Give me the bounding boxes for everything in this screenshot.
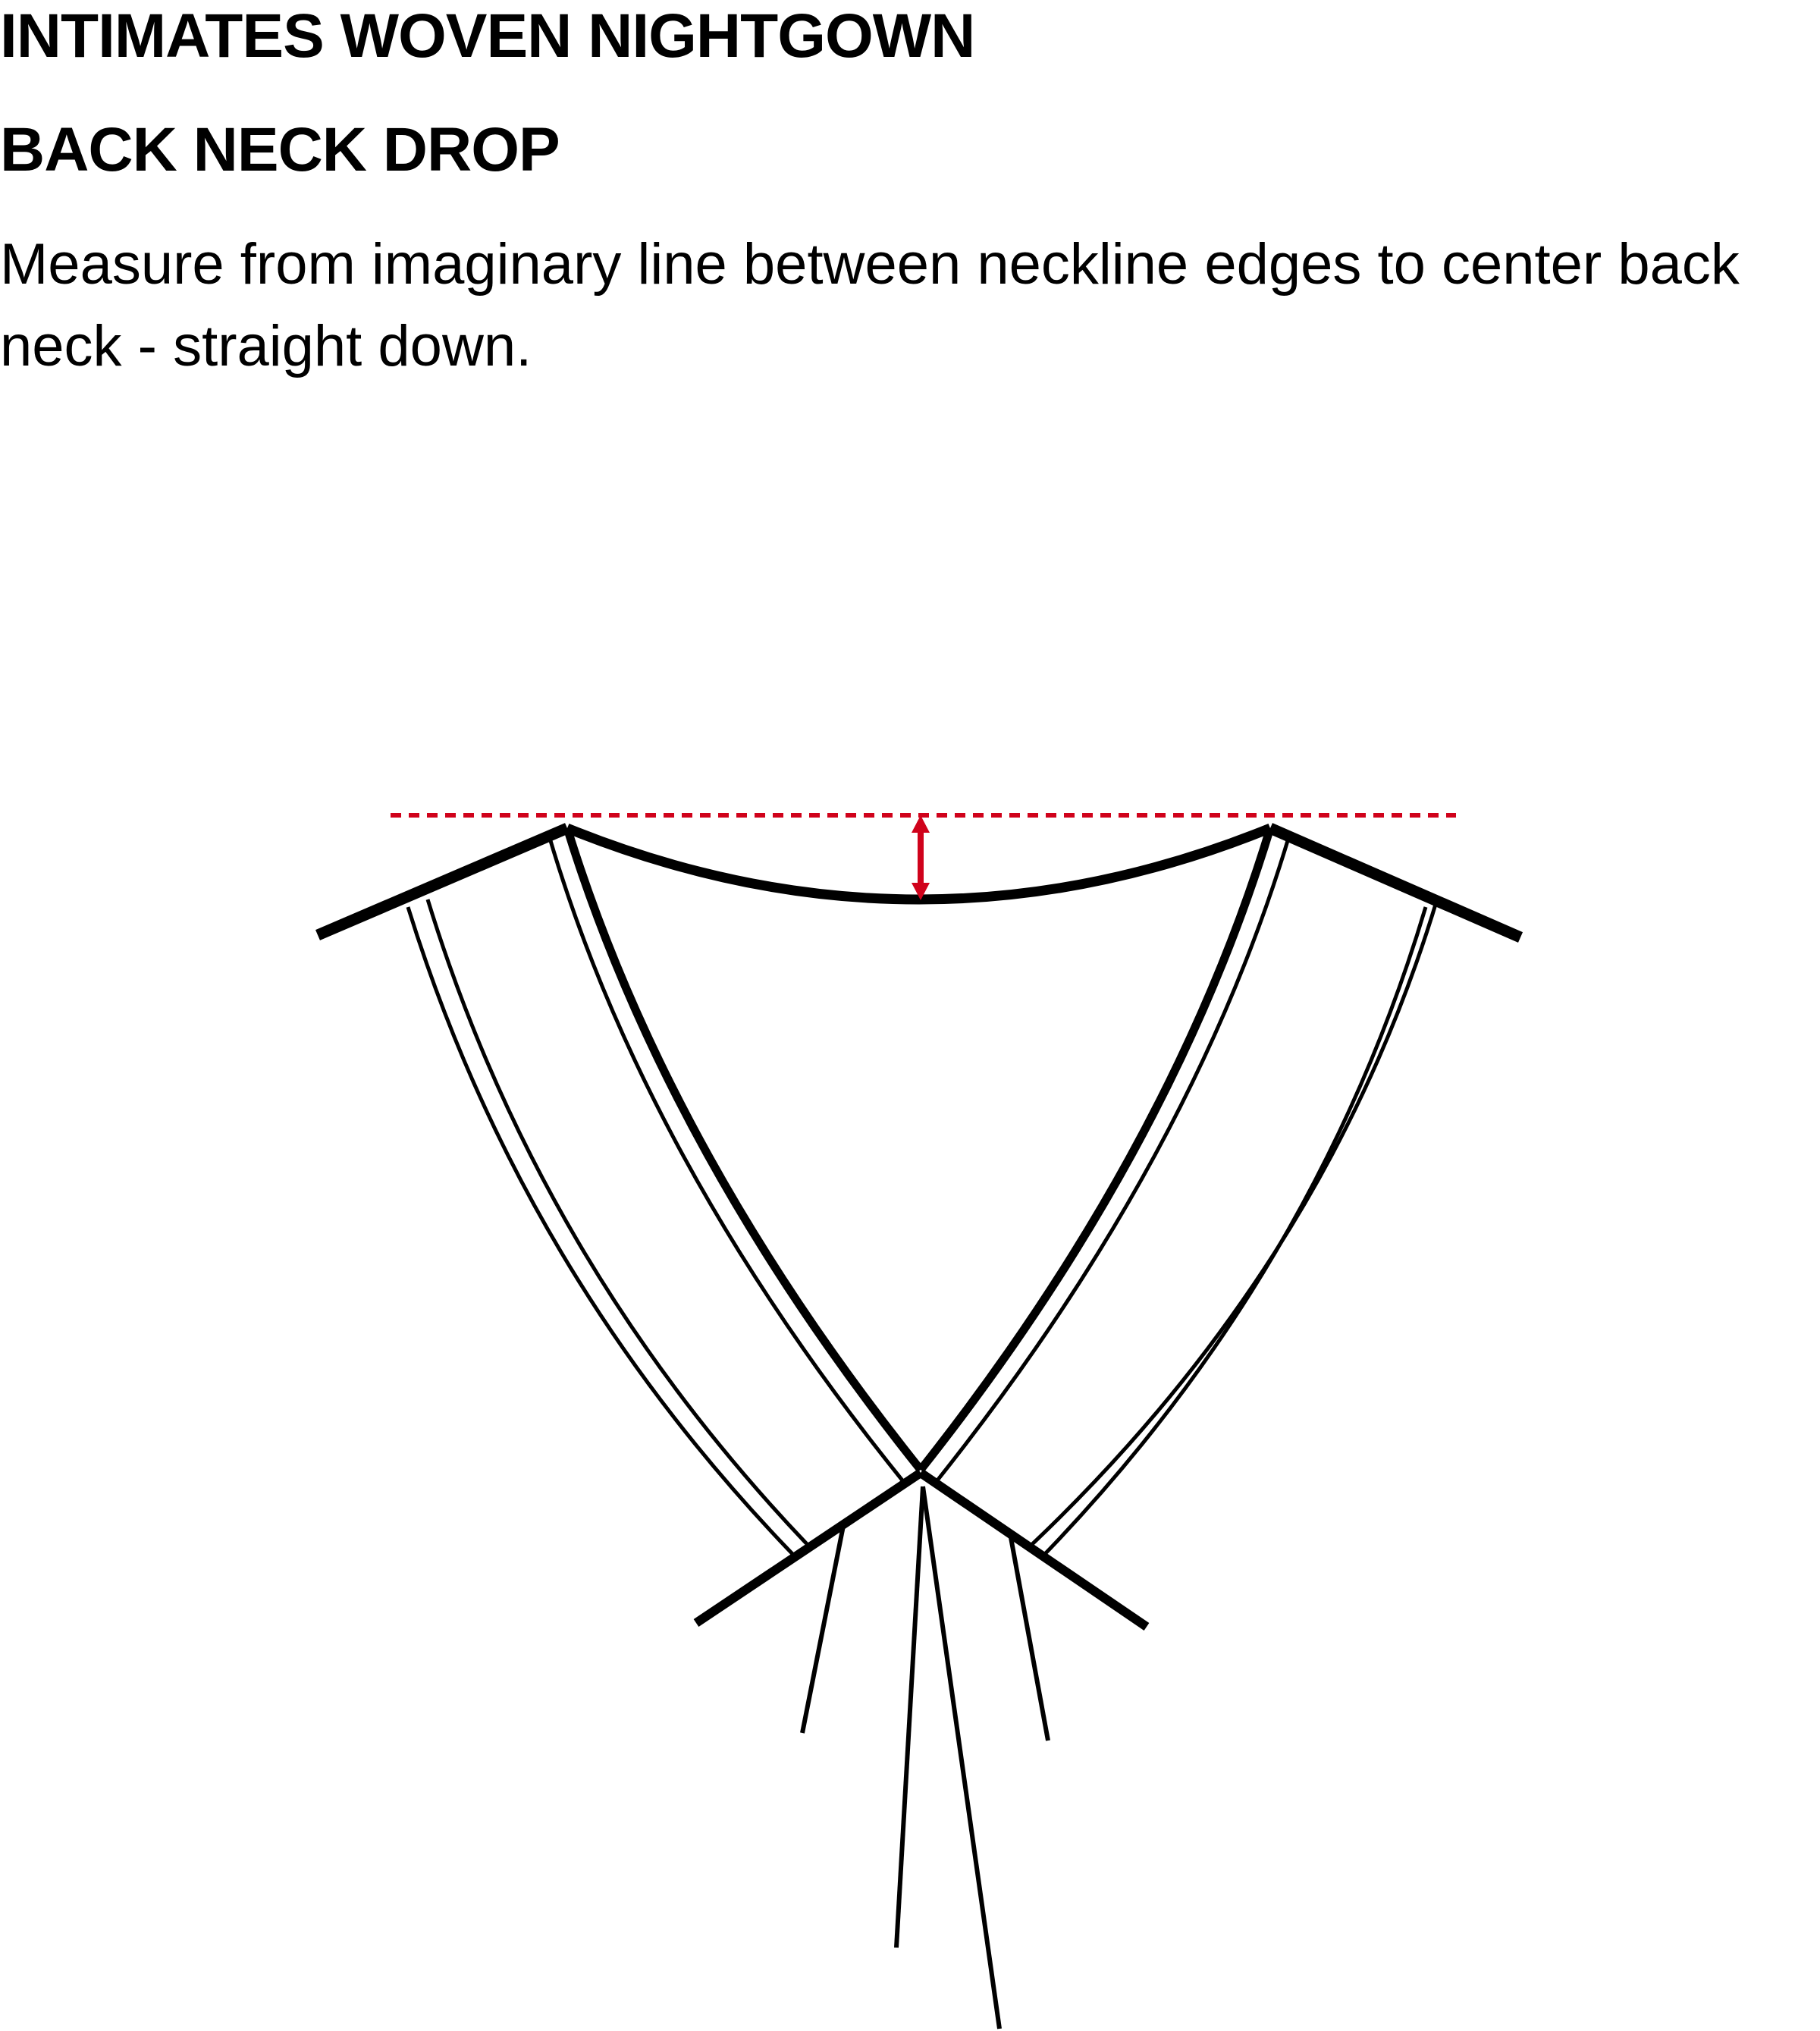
measurement-instructions: Measure from imaginary line between neck… [0,232,1740,378]
measurement-arrow-icon [912,815,930,900]
neck-binding-lines [547,830,1291,1482]
page-title: INTIMATES WOVEN NIGHTGOWN [0,2,975,71]
front-neckline-edges [563,827,1275,1473]
back-neckline [565,823,1272,905]
shoulder-seams [315,823,1523,943]
measurement-name: BACK NECK DROP [0,115,560,184]
strap-binding-lines [406,899,1439,1558]
wrap-edges [693,1469,1150,1631]
tie-strings [800,1486,1050,2029]
